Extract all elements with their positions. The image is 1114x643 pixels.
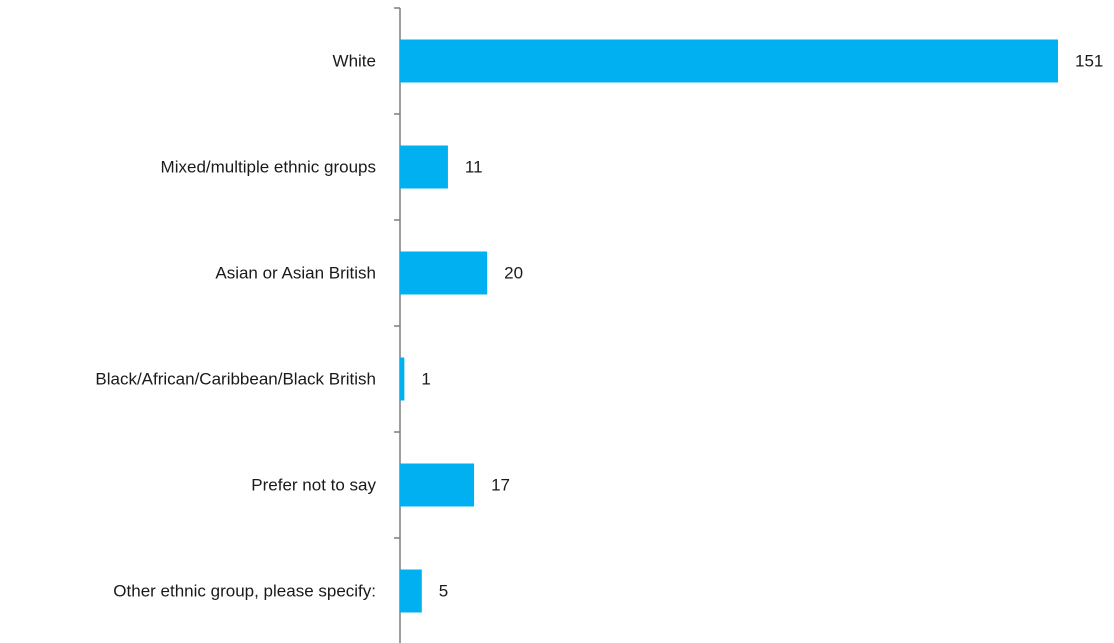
- bar-other-ethnic-group-please-specify: [400, 569, 422, 613]
- category-label: Prefer not to say: [251, 476, 376, 495]
- category-label: Other ethnic group, please specify:: [113, 582, 376, 601]
- bar-prefer-not-to-say: [400, 463, 475, 507]
- value-label: 151: [1075, 52, 1103, 71]
- value-label: 5: [439, 582, 448, 601]
- category-label: White: [333, 52, 376, 71]
- value-label: 1: [421, 370, 430, 389]
- bar-asian-or-asian-british: [400, 251, 488, 295]
- bars-group: [400, 39, 1058, 613]
- bar-mixed-multiple-ethnic-groups: [400, 145, 448, 189]
- y-axis-ticks: [394, 7, 400, 539]
- value-label: 17: [491, 476, 510, 495]
- value-label: 11: [465, 158, 483, 177]
- bar-black-african-caribbean-black-british: [400, 357, 405, 401]
- category-label: Asian or Asian British: [215, 264, 376, 283]
- category-labels: White Mixed/multiple ethnic groups Asian o…: [95, 52, 376, 601]
- bar-white: [400, 39, 1058, 83]
- value-label: 20: [504, 264, 523, 283]
- value-labels: 151 11 20 1 17 5: [421, 52, 1103, 601]
- category-label: Mixed/multiple ethnic groups: [161, 158, 376, 177]
- category-label: Black/African/Caribbean/Black British: [95, 370, 376, 389]
